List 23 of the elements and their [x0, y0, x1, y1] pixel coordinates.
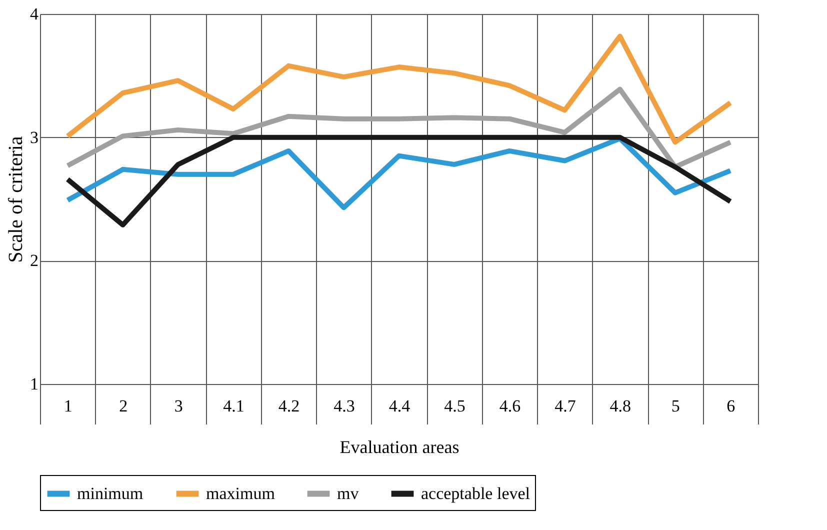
- legend-label: acceptable level: [421, 484, 530, 503]
- x-tick-label: 4.2: [278, 396, 300, 416]
- x-tick-label: 3: [174, 396, 183, 416]
- x-tick-label: 4.3: [334, 396, 355, 416]
- y-axis-title: Scale of criteria: [5, 136, 27, 263]
- y-tick-label: 2: [30, 251, 38, 270]
- x-tick-label: 4.1: [223, 396, 244, 416]
- x-tick-label: 1: [64, 396, 72, 416]
- legend-label: mv: [337, 484, 360, 503]
- y-tick-label: 1: [30, 374, 38, 394]
- y-tick-label: 3: [30, 128, 38, 147]
- x-tick-label: 6: [726, 396, 736, 416]
- x-tick-label: 4.6: [499, 396, 521, 416]
- x-tick-label: 2: [119, 396, 128, 416]
- x-axis-title: Evaluation areas: [340, 437, 460, 457]
- x-tick-label: 4.5: [444, 396, 466, 416]
- legend-label: minimum: [77, 484, 144, 503]
- x-tick-label: 4.8: [610, 396, 632, 416]
- y-tick-label: 4: [30, 4, 39, 24]
- x-tick-label: 4.4: [388, 396, 411, 416]
- x-tick-label: 4.7: [554, 396, 576, 416]
- legend-label: maximum: [206, 484, 275, 503]
- x-tick-label: 5: [671, 396, 680, 416]
